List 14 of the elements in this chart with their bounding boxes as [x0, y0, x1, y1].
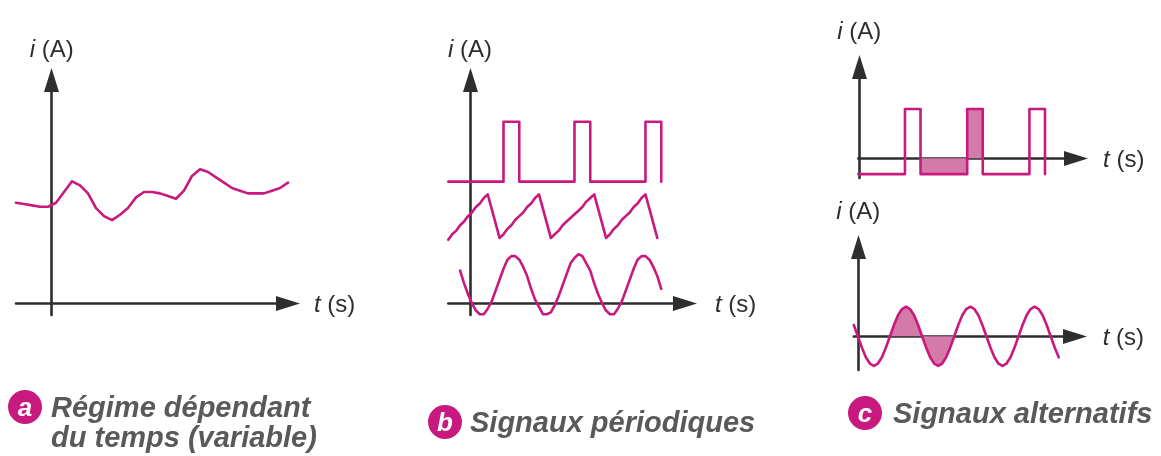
y-axis-title: i (A) — [837, 16, 882, 44]
x-axis-title: t (s) — [314, 289, 356, 317]
text: Régime dépendant du temps (variable) — [51, 391, 318, 453]
y-axis-title: i (A) — [836, 196, 881, 224]
text: a — [8, 390, 42, 424]
text: c — [848, 396, 882, 430]
y-axis-title: i (A) — [448, 34, 492, 62]
text: Signaux périodiques — [470, 406, 757, 438]
text: Signaux alternatifs — [893, 397, 1154, 429]
text: b — [428, 405, 462, 439]
x-axis-title: t (s) — [714, 289, 757, 317]
y-axis-title: i (A) — [29, 34, 74, 62]
x-axis-title: t (s) — [1102, 322, 1145, 350]
x-axis-title: t (s) — [1103, 144, 1145, 172]
